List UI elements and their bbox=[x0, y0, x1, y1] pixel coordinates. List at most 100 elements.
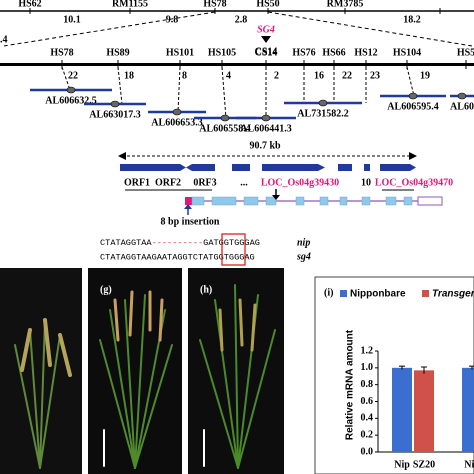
orf-label: LOC_Os04g39430 bbox=[261, 177, 339, 188]
arrow bbox=[184, 204, 192, 209]
bac-dot bbox=[172, 108, 182, 116]
y-tick-label: 0.4 bbox=[361, 413, 374, 424]
orf-label: LOC_Os04g39470 bbox=[375, 177, 453, 188]
bac-dot bbox=[110, 100, 120, 108]
distance-label: 2.8 bbox=[235, 14, 248, 25]
center-marker: CS14 bbox=[255, 46, 278, 57]
marker-label: HS76 bbox=[292, 47, 315, 58]
bac-dot bbox=[408, 92, 418, 100]
legend-swatch bbox=[422, 290, 429, 297]
orf-label: ... bbox=[240, 177, 248, 188]
bar bbox=[462, 367, 474, 452]
dashed-connector bbox=[117, 66, 123, 105]
left-cut-label: .4 bbox=[0, 34, 8, 45]
marker-label: HS62 bbox=[18, 0, 41, 9]
bac-label: AL606653.3 bbox=[151, 117, 202, 128]
gene-arrows bbox=[120, 164, 416, 171]
exons bbox=[191, 196, 413, 206]
bac-label: AL60 bbox=[450, 101, 474, 112]
marker-label: HS105 bbox=[208, 47, 236, 58]
bac-label: AL606632.5 bbox=[45, 95, 96, 106]
marker-label: HS78 bbox=[50, 47, 73, 58]
bac-dot bbox=[318, 99, 328, 107]
recombinant-count: 4 bbox=[226, 70, 231, 81]
y-tick-label: 1.0 bbox=[361, 362, 374, 373]
y-axis-label: Relative mRNA amount bbox=[345, 329, 356, 440]
bac-dot bbox=[220, 114, 230, 122]
distance-label: 18.2 bbox=[403, 14, 421, 25]
line-label: sg4 bbox=[296, 251, 311, 262]
recombinant-count: 18 bbox=[124, 70, 134, 81]
marker-label: HS101 bbox=[166, 47, 194, 58]
marker-label: HS50 bbox=[256, 0, 279, 9]
arrowhead bbox=[118, 152, 126, 160]
dashed-connector bbox=[177, 66, 181, 113]
panel-label: (h) bbox=[200, 284, 212, 295]
arrowhead bbox=[409, 152, 417, 160]
x-tick-label: SZ20 bbox=[413, 459, 435, 470]
highlight-box bbox=[221, 233, 246, 266]
bac-label: AL606558.4 bbox=[199, 123, 250, 134]
marker-label: HS78 bbox=[203, 0, 226, 9]
marker-label: HS104 bbox=[393, 47, 421, 58]
recombinant-count: 22 bbox=[342, 70, 352, 81]
plants bbox=[14, 284, 276, 469]
legend-label: Nipponbare bbox=[350, 289, 406, 300]
gene-label: SG4 bbox=[257, 24, 275, 35]
photo bbox=[88, 268, 182, 474]
zoom-line bbox=[3, 11, 216, 47]
zoom-line bbox=[267, 11, 473, 47]
arrow bbox=[272, 195, 280, 200]
insertion-label: 8 bp insertion bbox=[161, 216, 220, 227]
sequence: CTATAGGTAAGAATAGGTCTATGGTGGGAG bbox=[100, 252, 255, 262]
recombinant-count: 22 bbox=[68, 70, 78, 81]
marker-label: HS89 bbox=[106, 47, 129, 58]
y-tick-label: 1.2 bbox=[361, 345, 374, 356]
recombinant-count: 8 bbox=[182, 70, 187, 81]
distance-label: 10.1 bbox=[63, 14, 81, 25]
bac-label: AL606441.3 bbox=[240, 123, 291, 134]
dashed-connector bbox=[221, 66, 227, 119]
utr bbox=[185, 197, 192, 205]
orf-label: 0RF3 bbox=[193, 177, 216, 188]
gene-arrow bbox=[261, 36, 271, 43]
recombinant-count: 2 bbox=[274, 70, 279, 81]
recombinant-count: 19 bbox=[420, 70, 430, 81]
bac-dot bbox=[457, 92, 467, 100]
recombinant-count: 23 bbox=[370, 70, 380, 81]
bac-dot bbox=[261, 114, 271, 122]
marker-label: HS66 bbox=[322, 47, 345, 58]
fine-map-line bbox=[0, 63, 474, 66]
y-tick-label: 0.6 bbox=[361, 396, 374, 407]
panel-label: (g) bbox=[100, 284, 112, 295]
y-tick-label: 0.0 bbox=[361, 446, 374, 457]
panel-label: (i) bbox=[324, 287, 333, 298]
distance-label: 9.8 bbox=[166, 14, 179, 25]
y-tick-label: 0.2 bbox=[361, 429, 374, 440]
dashed-connector bbox=[406, 66, 415, 97]
legend-label: Transgenic bbox=[432, 289, 474, 300]
x-tick-label: Nip bbox=[464, 459, 474, 470]
bac-label: AL606595.4 bbox=[387, 101, 438, 112]
bac-label: AL731582.2 bbox=[297, 108, 348, 119]
legend-swatch bbox=[340, 290, 347, 297]
bac-label: AL663017.3 bbox=[89, 109, 140, 120]
bar bbox=[392, 367, 412, 452]
y-tick-label: 0.8 bbox=[361, 379, 374, 390]
x-tick-label: Nip bbox=[394, 459, 410, 470]
orf-label: 10 bbox=[361, 177, 371, 188]
bar bbox=[414, 370, 434, 452]
marker-label: RM3785 bbox=[327, 0, 364, 9]
dashed-connector bbox=[61, 66, 71, 91]
marker-label: CS14 bbox=[255, 47, 278, 58]
sequence: CTATAGGTAA----------GATGGTGGGAG bbox=[100, 238, 260, 248]
marker-label: RM1155 bbox=[112, 0, 148, 9]
orf-label: ORF1 bbox=[124, 177, 150, 188]
marker-label: HS5 bbox=[457, 47, 474, 58]
region-size: 90.7 kb bbox=[249, 140, 281, 151]
recombinant-count: 16 bbox=[314, 70, 324, 81]
line-label: nip bbox=[297, 237, 310, 248]
marker-label: HS12 bbox=[354, 47, 377, 58]
utr bbox=[417, 196, 443, 206]
